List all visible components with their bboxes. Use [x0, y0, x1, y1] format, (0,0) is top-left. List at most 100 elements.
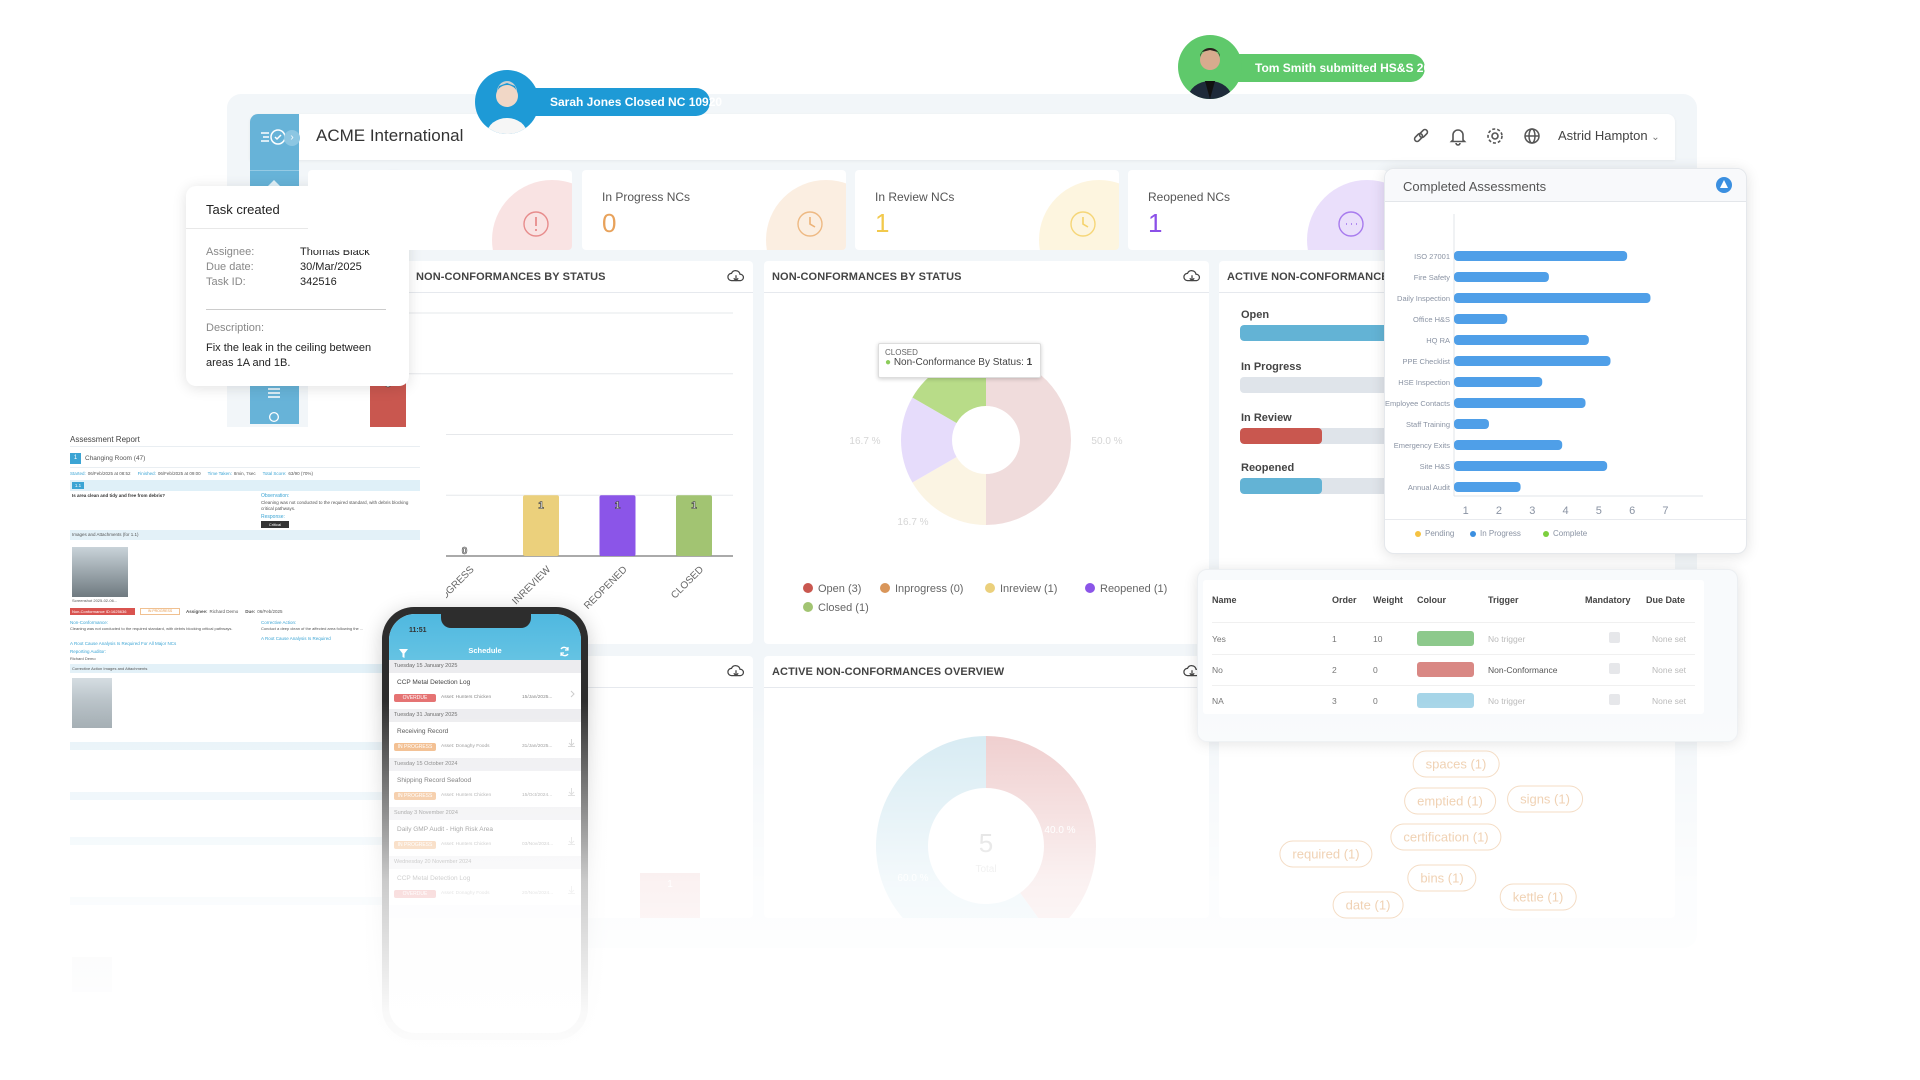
- bar-emergency-exits[interactable]: [1454, 440, 1563, 450]
- column-header[interactable]: Order: [1332, 595, 1357, 605]
- legend-dot: [1085, 583, 1095, 593]
- meta-value: 8min, 7sec: [233, 471, 256, 476]
- legend-label: Closed (1): [818, 602, 869, 614]
- bell-icon[interactable]: [1448, 126, 1468, 146]
- legend-item[interactable]: Inprogress (0): [880, 583, 963, 595]
- bar-employee-contacts[interactable]: [1454, 398, 1586, 408]
- download-icon[interactable]: [727, 663, 745, 681]
- notification-tom[interactable]: Tom Smith submitted HS&S 2025: [1215, 54, 1443, 82]
- bar-office-h-s[interactable]: [1454, 314, 1508, 324]
- bar-ppe-checklist[interactable]: [1454, 356, 1611, 366]
- attachment-thumbnail[interactable]: [72, 957, 112, 992]
- legend-item[interactable]: Reopened (1): [1085, 583, 1167, 595]
- attachment-thumbnail[interactable]: [72, 547, 128, 597]
- mandatory-checkbox[interactable]: [1609, 694, 1620, 705]
- divider: [1212, 685, 1695, 686]
- rca-link[interactable]: A Root Cause Analysis Is Required For Al…: [70, 641, 177, 646]
- bar-fire-safety[interactable]: [1454, 272, 1549, 282]
- active-nc-overview-donut-panel: ACTIVE NON-CONFORMANCES OVERVIEW 40.0 % 6…: [764, 656, 1209, 918]
- mandatory-checkbox[interactable]: [1609, 632, 1620, 643]
- column-header[interactable]: Name: [1212, 595, 1237, 605]
- overview-label: In Progress: [1241, 361, 1302, 373]
- link-icon[interactable]: [1411, 126, 1431, 146]
- cell-weight: 0: [1373, 665, 1378, 675]
- status-badge: IN PROGRESS: [394, 841, 436, 849]
- legend-dot: [1415, 531, 1421, 537]
- stat-card[interactable]: In Review NCs 1: [855, 170, 1119, 250]
- column-header[interactable]: Weight: [1373, 595, 1403, 605]
- cell-name: NA: [1212, 696, 1224, 706]
- bar-site-h-s[interactable]: [1454, 461, 1608, 471]
- alert-icon[interactable]: [1715, 176, 1733, 194]
- user-menu[interactable]: Astrid Hampton ⌄: [1558, 128, 1660, 143]
- bar-hse-inspection[interactable]: [1454, 377, 1543, 387]
- cell-due: None set: [1652, 696, 1687, 706]
- stat-card[interactable]: In Progress NCs 0: [582, 170, 846, 250]
- field-value: 342516: [300, 276, 337, 288]
- legend-item[interactable]: Open (3): [803, 583, 861, 595]
- y-tick-label: Daily Inspection: [1397, 294, 1450, 303]
- due: 06/Feb/2025: [257, 609, 283, 614]
- x-tick-label: 7: [1662, 505, 1668, 517]
- keyword-tag[interactable]: bins (1): [1407, 864, 1477, 892]
- colour-swatch[interactable]: [1417, 662, 1474, 677]
- keyword-tag[interactable]: certification (1): [1390, 823, 1502, 851]
- task-field: Assignee: Thomas Black: [206, 246, 370, 258]
- colour-swatch[interactable]: [1417, 693, 1474, 708]
- keyword-tag[interactable]: spaces (1): [1412, 750, 1500, 778]
- attachment-thumbnail[interactable]: [72, 678, 112, 728]
- meta-value: 06/Feb/2025 at 08:52: [87, 471, 131, 476]
- stat-label: In Progress NCs: [602, 190, 691, 204]
- globe-icon[interactable]: [1522, 126, 1542, 146]
- x-tick-label: 6: [1629, 505, 1635, 517]
- schedule-item[interactable]: Shipping Record Seafood IN PROGRESS Asset:…: [389, 771, 581, 807]
- column-header[interactable]: Due Date: [1646, 595, 1686, 605]
- download-icon: [568, 734, 575, 752]
- sidebar-toggle-button[interactable]: ›: [284, 130, 300, 146]
- keyword-tag[interactable]: emptied (1): [1404, 787, 1496, 815]
- overview-fill-reopened: [1240, 478, 1322, 494]
- schedule-item[interactable]: Daily GMP Audit - High Risk Area IN PROGR…: [389, 820, 581, 856]
- keyword-tag[interactable]: date (1): [1332, 891, 1404, 919]
- keyword-tag[interactable]: kettle (1): [1499, 883, 1577, 911]
- donut-slice-open[interactable]: [986, 355, 1071, 525]
- bar-annual-audit[interactable]: [1454, 482, 1521, 492]
- divider: [70, 446, 420, 447]
- bar-iso-27001[interactable]: [1454, 251, 1628, 261]
- column-header[interactable]: Trigger: [1488, 595, 1519, 605]
- gear-icon[interactable]: [1485, 126, 1505, 146]
- phone-screen: 11:51 Schedule Tuesday 15 January 2025 CCP …: [389, 614, 581, 1033]
- stat-card[interactable]: [308, 170, 572, 250]
- legend-item[interactable]: Complete: [1543, 529, 1587, 538]
- slice-label: 50.0 %: [1091, 436, 1122, 447]
- stat-label: Reopened NCs: [1148, 190, 1231, 204]
- colour-swatch[interactable]: [1417, 631, 1474, 646]
- legend-item[interactable]: Inreview (1): [985, 583, 1057, 595]
- legend-item[interactable]: Pending: [1415, 529, 1454, 538]
- list-icon[interactable]: [266, 386, 282, 400]
- schedule-item[interactable]: Receiving Record IN PROGRESS Asset: Donagh…: [389, 722, 581, 758]
- column-header[interactable]: Colour: [1417, 595, 1446, 605]
- settings-icon[interactable]: [266, 410, 282, 424]
- schedule-item[interactable]: CCP Metal Detection Log OVERDUE Asset: Hun…: [389, 673, 581, 709]
- keyword-tag[interactable]: required (1): [1279, 840, 1373, 868]
- divider: [70, 467, 420, 468]
- rca-link[interactable]: A Root Cause Analysis Is Required: [261, 636, 331, 641]
- notification-sarah[interactable]: Sarah Jones Closed NC 10920: [510, 88, 722, 116]
- bar-hq-ra[interactable]: [1454, 335, 1589, 345]
- bar-staff-training[interactable]: [1454, 419, 1489, 429]
- mandatory-checkbox[interactable]: [1609, 663, 1620, 674]
- donut-slice[interactable]: [986, 736, 1096, 918]
- donut-center-value: 5: [979, 828, 993, 858]
- schedule-item-name: CCP Metal Detection Log: [397, 875, 471, 882]
- schedule-asset: Asset: Hunters Chicken: [441, 842, 492, 847]
- review-icon: [1069, 210, 1097, 238]
- column-header[interactable]: Mandatory: [1585, 595, 1631, 605]
- field-label: Task ID:: [206, 276, 246, 288]
- legend-item[interactable]: In Progress: [1470, 529, 1521, 538]
- schedule-item[interactable]: CCP Metal Detection Log OVERDUE Asset: Don…: [389, 869, 581, 905]
- stat-card[interactable]: Reopened NCs 1: [1128, 170, 1387, 250]
- bar-daily-inspection[interactable]: [1454, 293, 1651, 303]
- legend-item[interactable]: Closed (1): [803, 602, 869, 614]
- keyword-tag[interactable]: signs (1): [1507, 785, 1583, 813]
